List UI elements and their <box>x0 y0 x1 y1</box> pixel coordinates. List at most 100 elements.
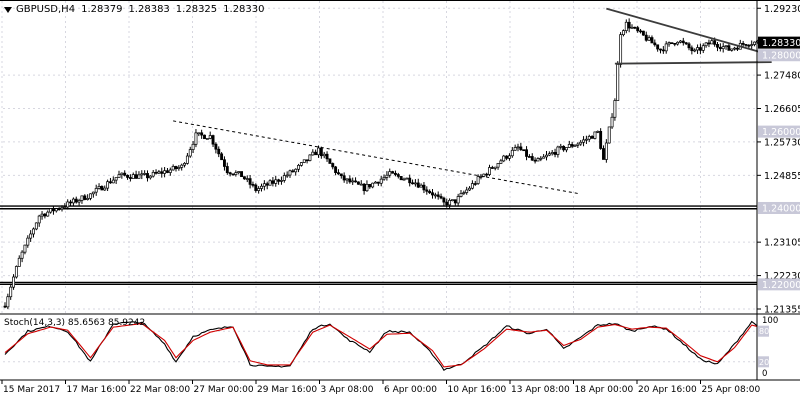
price-axis[interactable]: 1.29230 1.27480 1.26605 1.25730 1.24855 1.231… <box>757 4 800 316</box>
candle-body <box>445 201 449 206</box>
candle <box>533 157 537 164</box>
candle <box>744 43 748 47</box>
candle-body <box>342 175 346 181</box>
candle <box>741 40 745 48</box>
candle <box>593 131 597 140</box>
candle <box>616 61 620 101</box>
horizontal-lines[interactable] <box>0 205 757 286</box>
candle <box>385 171 389 181</box>
candle-body <box>277 179 281 182</box>
candle-body <box>650 37 654 44</box>
candle <box>408 174 412 187</box>
current-price-tag[interactable] <box>758 36 800 49</box>
candle <box>653 39 657 47</box>
candle <box>89 193 92 201</box>
candle <box>639 28 643 34</box>
candle <box>402 177 406 181</box>
candle <box>245 175 249 183</box>
candle <box>111 176 115 184</box>
candle <box>257 186 261 194</box>
candle-body <box>431 192 434 196</box>
candle-body <box>448 199 452 206</box>
stochastic-panel <box>3 320 758 371</box>
candle <box>80 195 84 204</box>
candle-body <box>71 198 75 204</box>
candle-body <box>49 208 53 213</box>
trendline[interactable] <box>606 7 772 57</box>
level-price-label: 1.28000 <box>762 51 800 62</box>
candle-body <box>305 159 309 162</box>
candle <box>485 172 489 178</box>
candle-body <box>359 183 363 186</box>
candle-body <box>280 180 283 182</box>
candle <box>120 172 124 179</box>
candle <box>46 210 50 217</box>
candle <box>49 208 53 214</box>
time-tick-label: 15 Mar 2017 <box>3 385 60 395</box>
candle <box>322 151 326 159</box>
candle-body <box>422 184 426 191</box>
candle <box>539 156 543 162</box>
stoch-signal-line <box>4 323 758 368</box>
candle <box>74 196 78 204</box>
candle-body <box>616 64 620 101</box>
candle <box>707 39 711 48</box>
candle <box>488 164 491 177</box>
candle <box>579 139 583 146</box>
candle <box>140 170 144 180</box>
candle <box>60 205 64 212</box>
candle <box>659 48 662 54</box>
candle-body <box>681 40 685 44</box>
price-tick-label: 1.26605 <box>764 104 800 115</box>
chart-header: GBPUSD,H4 1.28379 1.28383 1.28325 1.2833… <box>4 4 265 15</box>
candle-body <box>693 49 697 52</box>
candle-body <box>519 146 523 151</box>
candle <box>185 152 189 165</box>
candle <box>262 180 266 191</box>
collapse-arrow-icon[interactable] <box>4 6 12 13</box>
candle <box>362 183 366 195</box>
candle-body <box>74 198 78 203</box>
candle-body <box>516 146 520 149</box>
candle-body <box>46 211 50 217</box>
time-axis[interactable]: 15 Mar 2017 17 Mar 16:00 22 Mar 08:00 27 Ma… <box>1 380 760 395</box>
candle-body <box>462 192 466 194</box>
candle <box>29 230 33 242</box>
trendline[interactable] <box>614 61 772 65</box>
close-value: 1.28330 <box>223 4 265 15</box>
candle-body <box>602 148 605 160</box>
level-price-tag[interactable] <box>758 49 800 62</box>
candle-body <box>317 147 320 156</box>
candle-body <box>493 166 497 169</box>
candle-body <box>106 181 110 189</box>
candle-body <box>533 159 537 162</box>
level-price-tag[interactable] <box>758 278 800 291</box>
candle-body <box>248 178 252 185</box>
candle <box>661 46 665 54</box>
candle-body <box>168 169 172 173</box>
candle-body <box>185 155 189 164</box>
candle <box>6 293 10 310</box>
candle <box>291 169 295 173</box>
candle <box>448 198 452 209</box>
level-price-tag[interactable] <box>758 201 800 214</box>
candle <box>493 166 497 171</box>
dashed-trendline[interactable] <box>173 120 578 194</box>
candle-body <box>505 155 509 159</box>
price-tick-label: 1.21355 <box>764 304 800 315</box>
candle-body <box>265 183 269 186</box>
candle <box>71 197 75 206</box>
candle-body <box>51 208 55 212</box>
time-tick-label: 13 Apr 08:00 <box>511 385 570 395</box>
candle-body <box>128 177 132 179</box>
candle-body <box>371 182 375 188</box>
candle-body <box>385 174 389 178</box>
trendlines[interactable] <box>173 7 772 194</box>
candle <box>334 165 338 176</box>
candle-body <box>707 42 711 45</box>
candle-body <box>211 135 215 145</box>
candle-body <box>34 222 38 230</box>
level-price-tag[interactable] <box>758 125 800 138</box>
candle <box>231 173 235 176</box>
